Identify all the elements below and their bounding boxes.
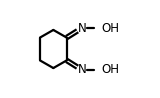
Text: OH: OH (101, 22, 119, 35)
Text: N: N (78, 63, 86, 76)
Text: OH: OH (101, 63, 119, 76)
Text: N: N (78, 22, 86, 35)
